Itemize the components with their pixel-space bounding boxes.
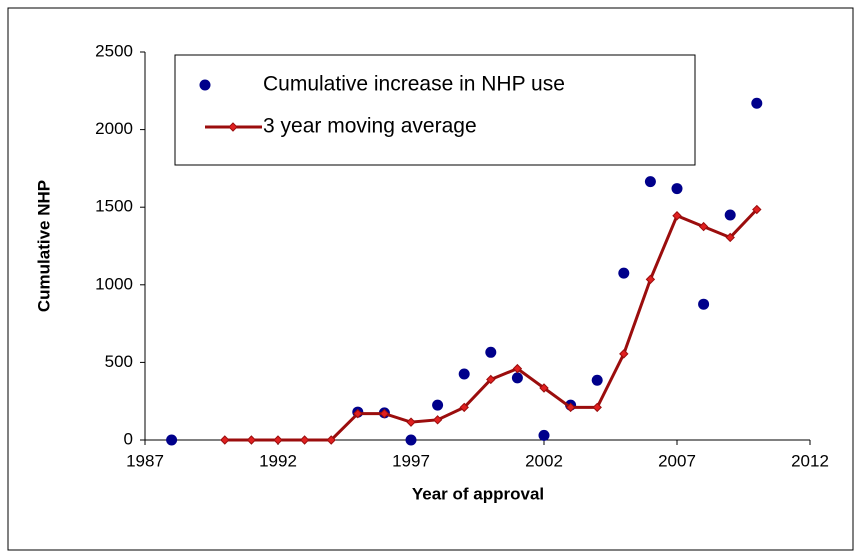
data-point bbox=[724, 209, 736, 221]
line-marker bbox=[353, 408, 363, 419]
line-marker bbox=[273, 435, 283, 445]
x-axis-title: Year of approval bbox=[412, 484, 544, 503]
x-tick-label: 1997 bbox=[392, 451, 430, 470]
y-tick-label: 1000 bbox=[95, 274, 133, 293]
data-point bbox=[166, 434, 178, 446]
line-marker bbox=[539, 383, 549, 393]
x-tick-label: 2002 bbox=[525, 451, 563, 470]
line-marker bbox=[379, 408, 390, 419]
legend-label: 3 year moving average bbox=[263, 115, 477, 138]
data-point bbox=[405, 434, 417, 446]
data-point bbox=[751, 97, 763, 109]
line-marker bbox=[565, 402, 576, 413]
x-tick-label: 2007 bbox=[658, 451, 696, 470]
legend-swatch-marker bbox=[228, 122, 238, 132]
line-marker bbox=[512, 363, 523, 374]
line-marker bbox=[486, 374, 496, 385]
data-point bbox=[591, 374, 603, 386]
x-tick-label: 1987 bbox=[126, 451, 164, 470]
line-marker bbox=[725, 232, 735, 243]
y-tick-label: 0 bbox=[124, 429, 133, 448]
y-tick-label: 1500 bbox=[95, 197, 133, 216]
y-tick-label: 2000 bbox=[95, 119, 133, 138]
legend-box bbox=[174, 54, 696, 166]
line-marker bbox=[672, 211, 682, 221]
data-point bbox=[618, 267, 630, 279]
line-marker bbox=[326, 435, 336, 445]
line-marker bbox=[698, 221, 709, 232]
line-marker bbox=[592, 402, 602, 413]
y-tick-label: 500 bbox=[105, 352, 133, 371]
line-marker bbox=[246, 435, 257, 445]
data-point bbox=[432, 399, 444, 411]
line-marker bbox=[645, 274, 656, 285]
y-axis-title: Cumulative NHP bbox=[34, 180, 53, 312]
legend-swatch bbox=[199, 79, 211, 91]
x-tick-label: 2012 bbox=[791, 451, 829, 470]
legend-label: Cumulative increase in NHP use bbox=[263, 73, 565, 96]
line-marker bbox=[619, 349, 629, 359]
data-point bbox=[644, 176, 656, 188]
data-point bbox=[511, 372, 523, 384]
x-tick-label: 1992 bbox=[259, 451, 297, 470]
line-marker bbox=[220, 435, 230, 445]
data-point bbox=[538, 429, 550, 441]
line-marker bbox=[459, 402, 469, 413]
line-marker bbox=[432, 415, 443, 425]
data-point bbox=[458, 368, 470, 380]
data-point bbox=[671, 183, 683, 195]
line-marker bbox=[406, 417, 416, 427]
line-marker bbox=[752, 204, 762, 215]
y-tick-label: 2500 bbox=[95, 41, 133, 60]
data-point bbox=[698, 298, 710, 310]
line-marker bbox=[299, 435, 310, 445]
data-point bbox=[485, 346, 497, 358]
